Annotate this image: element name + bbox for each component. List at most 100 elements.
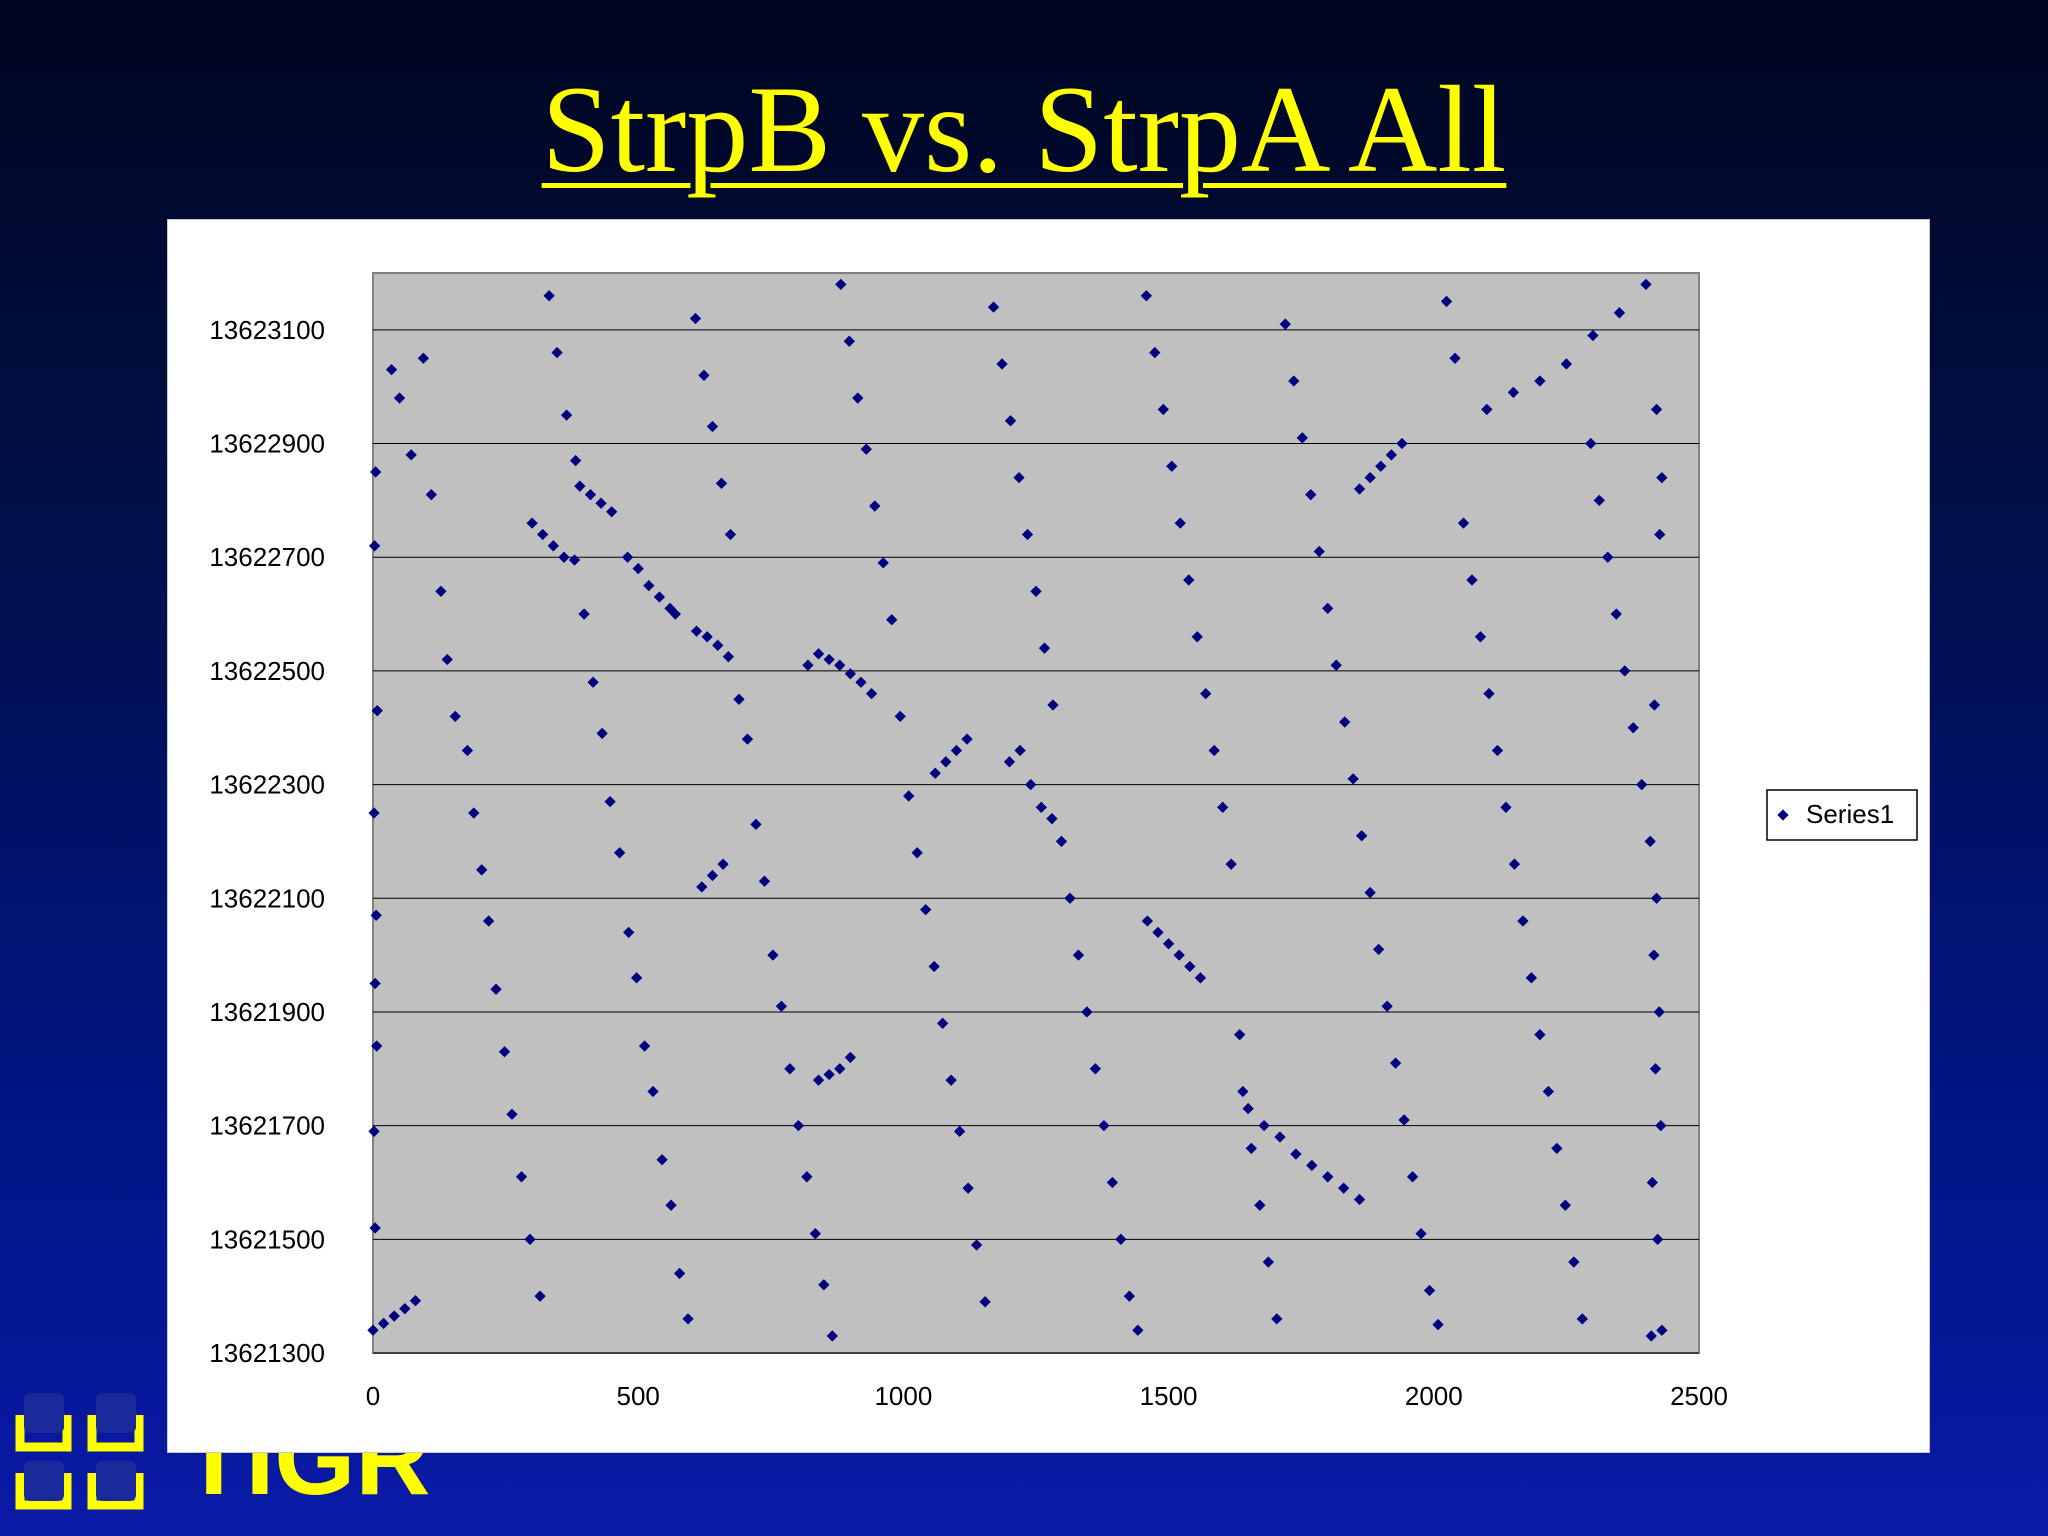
data-point [1337,1182,1350,1194]
data-point [1047,699,1059,711]
data-point [877,557,889,569]
data-point [1508,858,1521,870]
data-point [595,497,607,509]
data-point [1648,699,1661,711]
data-point [368,807,380,819]
data-point [1038,642,1051,654]
y-tick-label: 13623100 [209,315,325,345]
data-point [1585,437,1597,450]
data-point [962,1182,974,1194]
data-point [860,443,872,455]
data-point [524,1233,536,1245]
data-point [1619,665,1631,677]
data-point [578,608,590,620]
data-point [653,591,666,603]
data-point [1655,1119,1667,1132]
data-point [1290,1148,1302,1160]
data-point [1636,778,1648,791]
data-point [1651,1233,1664,1245]
data-points [367,278,1668,1342]
data-point [1288,375,1300,387]
data-point [1237,1085,1249,1098]
logo-grid-icon [15,1393,144,1510]
data-point [498,1046,511,1058]
x-tick-label: 1000 [874,1381,932,1411]
legend-label: Series1 [1806,799,1894,829]
data-point [1322,1171,1334,1183]
data-point [1242,1102,1254,1115]
data-point [1364,886,1376,899]
data-point [1440,295,1453,308]
data-point [1098,1119,1110,1132]
data-point [1279,318,1291,330]
data-point [534,1290,546,1302]
data-point [1353,483,1366,495]
data-point [722,651,735,663]
data-point [1200,687,1212,700]
data-point [1353,1193,1366,1206]
data-point [767,949,779,961]
data-point [950,744,963,757]
data-point [371,1040,383,1052]
data-point [547,540,559,552]
data-point [371,705,383,717]
data-point [587,676,599,688]
data-point [569,454,582,467]
data-point [1072,949,1085,961]
data-point [894,710,906,723]
y-tick-label: 13622900 [209,429,325,459]
data-point [1055,835,1068,848]
data-point [1014,744,1026,757]
data-point [812,1074,825,1086]
data-point [1656,1324,1668,1336]
data-point [1254,1199,1266,1211]
data-point [953,1125,966,1137]
data-point [698,369,710,381]
data-point [425,489,438,501]
data-point [1003,756,1016,768]
data-point [622,926,635,939]
data-point [1375,460,1387,472]
data-point [1296,432,1308,444]
data-point [903,790,915,802]
data-point [1030,585,1042,597]
data-point [1648,949,1660,961]
data-point [1234,1029,1246,1041]
data-point [1194,972,1207,984]
data-point [844,1051,857,1064]
data-point [809,1227,822,1240]
data-point [852,392,864,404]
data-point [632,562,644,575]
data-point [461,744,474,757]
data-point [1013,471,1025,484]
data-point [537,528,549,541]
data-point [482,915,495,927]
data-point [367,1324,379,1336]
data-point [656,1154,668,1166]
data-point [865,687,878,700]
data-point [979,1296,991,1308]
data-point [1653,1006,1665,1018]
data-point [843,335,855,347]
data-point [844,668,857,680]
data-point [515,1171,528,1183]
data-point [1208,744,1220,757]
y-tick-label: 13622300 [209,770,325,800]
data-point [1274,1131,1286,1143]
data-point [1481,403,1493,416]
data-point [970,1239,983,1251]
x-axis-tick-labels: 0 500 1000 1500 2000 2500 [366,1381,1728,1411]
data-point [1457,517,1470,529]
data-point [1650,892,1663,904]
data-point [750,818,762,831]
y-axis-tick-labels: 13621300 13621500 13621700 13621900 13622100… [209,315,325,1368]
data-point [1166,460,1178,472]
data-point [1645,1330,1657,1342]
data-point [1415,1227,1427,1240]
data-point [1610,608,1622,620]
x-tick-label: 500 [617,1381,660,1411]
y-tick-label: 13621900 [209,997,325,1027]
data-point [388,1310,400,1322]
x-tick-label: 0 [366,1381,380,1411]
data-point [449,710,461,723]
